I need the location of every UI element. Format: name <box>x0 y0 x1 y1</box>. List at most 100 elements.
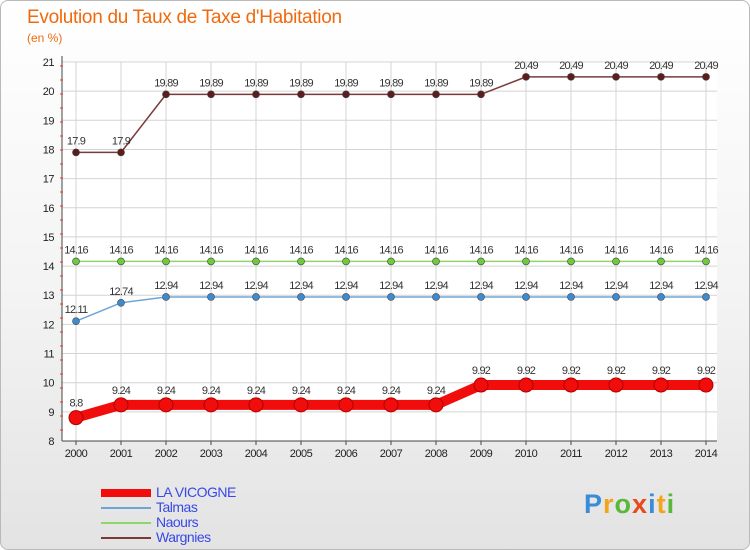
data-label: 12.94 <box>244 280 268 292</box>
data-label: 20.49 <box>514 60 538 72</box>
chart-title: Evolution du Taux de Taxe d'Habitation <box>27 7 342 28</box>
x-tick-label: 2008 <box>425 448 448 460</box>
data-label: 14.16 <box>334 244 358 256</box>
data-label: 9.24 <box>292 385 311 397</box>
data-point <box>387 257 395 266</box>
x-tick-label: 2013 <box>650 448 673 460</box>
y-tick-label: 14 <box>43 261 55 273</box>
data-point <box>702 73 710 81</box>
legend-item: Naours <box>101 515 321 530</box>
x-tick-label: 2009 <box>470 448 493 460</box>
data-label: 9.92 <box>517 365 536 377</box>
data-point <box>338 397 354 413</box>
data-label: 20.49 <box>649 60 673 72</box>
data-label: 12.94 <box>514 280 538 292</box>
data-point <box>612 257 620 266</box>
y-tick-label: 21 <box>43 57 55 69</box>
data-point <box>477 257 485 266</box>
data-label: 9.24 <box>382 385 401 397</box>
data-label: 12.94 <box>289 280 313 292</box>
data-label: 14.16 <box>424 244 448 256</box>
data-label: 9.24 <box>202 385 221 397</box>
proxiti-logo: Proxiti <box>584 489 675 520</box>
data-label: 14.16 <box>469 244 493 256</box>
data-point <box>117 148 125 157</box>
data-label: 19.89 <box>379 77 403 89</box>
data-point <box>702 293 710 301</box>
data-point <box>252 257 260 266</box>
data-label: 12.94 <box>469 280 493 292</box>
data-point <box>563 377 579 393</box>
data-label: 12.11 <box>65 304 88 316</box>
y-tick-label: 19 <box>43 115 55 127</box>
data-point <box>248 397 264 413</box>
data-point <box>657 257 665 266</box>
data-point <box>477 90 485 99</box>
data-point <box>657 293 665 301</box>
x-tick-label: 2002 <box>155 448 178 460</box>
y-tick-label: 10 <box>43 378 55 390</box>
data-point <box>387 90 395 99</box>
data-label: 19.89 <box>244 77 268 89</box>
legend-swatch <box>101 489 151 497</box>
data-label: 12.94 <box>559 280 583 292</box>
logo-letter: i <box>648 489 657 519</box>
data-point <box>297 90 305 99</box>
data-point <box>342 90 350 99</box>
data-label: 12.94 <box>649 280 673 292</box>
data-label: 19.89 <box>199 77 223 89</box>
x-tick-label: 2011 <box>560 448 582 460</box>
y-tick-label: 20 <box>43 86 55 98</box>
data-point <box>293 397 309 413</box>
data-point <box>432 293 440 301</box>
legend-swatch <box>101 522 151 524</box>
data-point <box>522 73 530 81</box>
data-label: 9.24 <box>112 385 131 397</box>
data-label: 12.94 <box>334 280 358 292</box>
data-label: 19.89 <box>289 77 313 89</box>
legend-item: LA VICOGNE <box>101 485 321 500</box>
data-point <box>567 257 575 266</box>
y-tick-label: 12 <box>43 319 55 331</box>
data-point <box>567 73 575 81</box>
x-tick-label: 2010 <box>515 448 538 460</box>
data-point <box>608 377 624 393</box>
data-label: 12.94 <box>694 280 718 292</box>
x-tick-label: 2007 <box>380 448 403 460</box>
y-tick-label: 18 <box>43 144 55 156</box>
data-label: 14.16 <box>64 244 88 256</box>
data-label: 14.16 <box>154 244 178 256</box>
data-point <box>612 73 620 81</box>
data-point <box>342 293 350 301</box>
logo-letter: i <box>666 489 676 519</box>
data-label: 20.49 <box>604 60 628 72</box>
legend-label: Naours <box>156 514 199 530</box>
data-label: 19.89 <box>154 77 178 89</box>
y-tick-label: 11 <box>44 349 55 361</box>
data-point <box>518 377 534 393</box>
data-label: 12.94 <box>604 280 628 292</box>
x-tick-label: 2004 <box>245 448 268 460</box>
data-label: 12.74 <box>109 286 133 298</box>
data-label: 14.16 <box>694 244 718 256</box>
data-label: 9.24 <box>427 385 446 397</box>
data-label: 17.9 <box>112 135 131 147</box>
plot-area <box>62 62 717 441</box>
data-label: 9.92 <box>607 365 626 377</box>
data-label: 12.94 <box>154 280 178 292</box>
data-point <box>162 257 170 266</box>
y-tick-label: 8 <box>48 436 54 448</box>
data-label: 14.16 <box>649 244 673 256</box>
x-tick-label: 2000 <box>65 448 88 460</box>
data-point <box>432 257 440 266</box>
data-point <box>432 90 440 99</box>
data-point <box>162 293 170 301</box>
data-point <box>72 317 80 325</box>
logo-letter: t <box>656 489 667 519</box>
y-tick-label: 16 <box>43 203 55 215</box>
data-label: 19.89 <box>469 77 493 89</box>
data-point <box>522 293 530 301</box>
data-label: 9.24 <box>247 385 266 397</box>
data-point <box>207 257 215 266</box>
data-point <box>68 410 84 426</box>
